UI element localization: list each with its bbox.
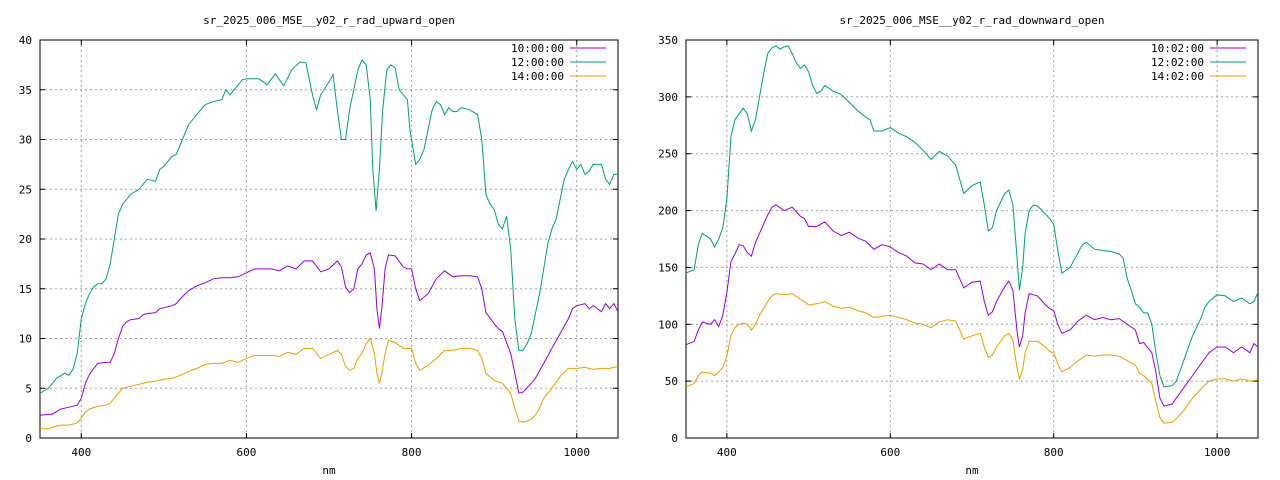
chart-title: sr_2025_006_MSE__y02_r_rad_downward_open bbox=[840, 14, 1105, 27]
series-line-100000 bbox=[40, 252, 618, 416]
x-tick-label: 800 bbox=[402, 446, 422, 459]
legend-label: 12:00:00 bbox=[511, 56, 564, 69]
chart-panel-downward: sr_2025_006_MSE__y02_r_rad_downward_open… bbox=[640, 0, 1280, 480]
y-tick-label: 30 bbox=[19, 134, 32, 147]
chart-title: sr_2025_006_MSE__y02_r_rad_upward_open bbox=[203, 14, 455, 27]
legend-label: 12:02:00 bbox=[1151, 56, 1204, 69]
x-axis-label: nm bbox=[965, 464, 979, 477]
chart-downward-svg: sr_2025_006_MSE__y02_r_rad_downward_open… bbox=[658, 14, 1259, 477]
y-tick-label: 300 bbox=[658, 91, 678, 104]
x-tick-label: 600 bbox=[880, 446, 900, 459]
y-tick-label: 40 bbox=[19, 34, 32, 47]
y-tick-label: 150 bbox=[658, 261, 678, 274]
y-tick-label: 20 bbox=[19, 233, 32, 246]
y-tick-label: 0 bbox=[671, 432, 678, 445]
y-tick-label: 35 bbox=[19, 84, 32, 97]
legend-label: 10:02:00 bbox=[1151, 42, 1204, 55]
x-tick-label: 1000 bbox=[563, 446, 590, 459]
chart-panel-upward: sr_2025_006_MSE__y02_r_rad_upward_open 40… bbox=[19, 14, 619, 477]
legend-label: 10:00:00 bbox=[511, 42, 564, 55]
y-tick-label: 10 bbox=[19, 333, 32, 346]
legend-label: 14:02:00 bbox=[1151, 70, 1204, 83]
y-tick-label: 50 bbox=[665, 375, 678, 388]
y-tick-label: 100 bbox=[658, 318, 678, 331]
y-tick-label: 250 bbox=[658, 148, 678, 161]
plot-frame bbox=[685, 39, 1259, 439]
y-tick-label: 0 bbox=[25, 432, 32, 445]
chart-upward-svg: sr_2025_006_MSE__y02_r_rad_upward_open 40… bbox=[19, 14, 619, 477]
y-tick-label: 25 bbox=[19, 183, 32, 196]
series-line-140000 bbox=[40, 337, 618, 430]
x-tick-label: 400 bbox=[717, 446, 737, 459]
y-tick-label: 15 bbox=[19, 283, 32, 296]
legend-label: 14:00:00 bbox=[511, 70, 564, 83]
x-tick-label: 1000 bbox=[1204, 446, 1231, 459]
y-tick-label: 350 bbox=[658, 34, 678, 47]
x-tick-label: 400 bbox=[71, 446, 91, 459]
x-axis-label: nm bbox=[322, 464, 336, 477]
series-line-100200 bbox=[686, 204, 1258, 407]
y-tick-label: 5 bbox=[25, 382, 32, 395]
x-tick-label: 600 bbox=[236, 446, 256, 459]
y-tick-label: 200 bbox=[658, 205, 678, 218]
series-line-120200 bbox=[686, 45, 1258, 388]
x-tick-label: 800 bbox=[1044, 446, 1064, 459]
series-line-140200 bbox=[686, 293, 1258, 424]
series-line-120000 bbox=[40, 58, 618, 394]
